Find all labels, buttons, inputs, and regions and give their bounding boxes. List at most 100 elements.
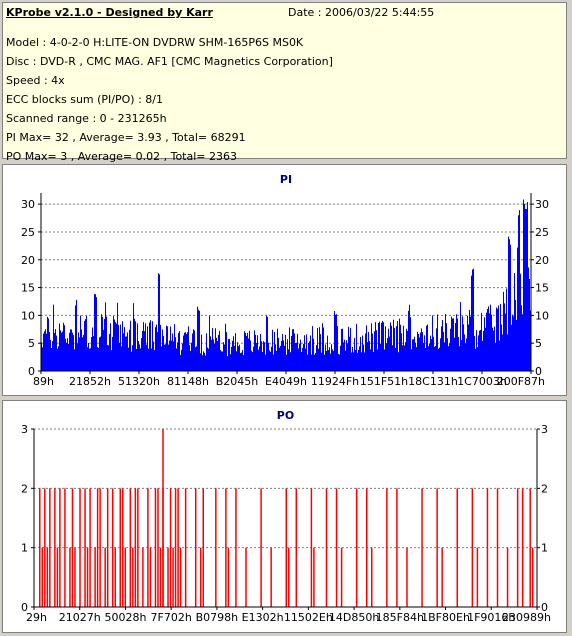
pi-bar — [189, 345, 190, 371]
x-tick-label: 21852h — [69, 375, 111, 388]
pi-bar — [241, 352, 242, 371]
pi-bar — [391, 325, 392, 371]
pi-bar — [233, 336, 234, 371]
po-bar — [177, 488, 179, 607]
y-tick-label-left: 25 — [21, 226, 35, 239]
pi-bar — [507, 334, 508, 371]
pi-bar — [510, 244, 511, 371]
pi-bar — [370, 349, 371, 371]
pi-bar — [414, 336, 415, 371]
pi-bar — [254, 330, 255, 371]
pi-bar — [258, 349, 259, 371]
pi-bar — [377, 349, 378, 371]
pi-bar — [374, 331, 375, 371]
pi-bar — [78, 332, 79, 371]
pi-bar — [175, 337, 176, 371]
pi-bar — [252, 352, 253, 371]
pi-bar — [204, 352, 205, 371]
pi-bar — [157, 331, 158, 371]
pi-bar — [385, 326, 386, 371]
pi-bar — [308, 342, 309, 371]
pi-bar — [411, 349, 412, 371]
pi-bar — [48, 318, 49, 371]
pi-bar — [508, 236, 509, 371]
pi-bar — [506, 288, 507, 371]
pi-bar — [477, 347, 478, 371]
pi-bar — [470, 316, 471, 371]
pi-bar — [355, 349, 356, 371]
pi-bar — [421, 328, 422, 371]
pi-bar — [259, 346, 260, 371]
pi-bar — [190, 350, 191, 371]
pi-bar — [181, 349, 182, 371]
pi-bar — [132, 345, 133, 371]
pi-bar — [142, 331, 143, 371]
pi-bar — [336, 314, 337, 371]
pi-bar — [317, 327, 318, 371]
pi-bar — [247, 332, 248, 371]
po-bar — [476, 547, 479, 607]
pi-bar — [243, 355, 244, 371]
pi-bar — [395, 347, 396, 371]
pi-bar — [163, 336, 164, 371]
pi-bar — [139, 344, 140, 371]
pi-bar — [429, 343, 430, 371]
pi-bar — [438, 348, 439, 371]
pi-bar — [347, 343, 348, 371]
pi-bar — [59, 323, 60, 371]
pi-bar — [394, 327, 395, 371]
po-bar — [74, 547, 76, 607]
po-bar — [245, 547, 247, 607]
pi-bar — [184, 332, 185, 371]
pi-bar — [344, 339, 345, 371]
info-speed: Speed : 4x — [6, 74, 65, 87]
pi-bar — [133, 303, 134, 371]
po-bar — [54, 488, 56, 607]
pi-bar — [432, 315, 433, 371]
pi-bar — [219, 330, 220, 371]
y-tick-label-right: 2 — [541, 482, 548, 495]
pi-bar — [452, 318, 453, 371]
pi-bar — [67, 338, 68, 371]
pi-bar — [488, 306, 489, 371]
pi-bar — [399, 318, 400, 371]
pi-bar — [270, 351, 271, 371]
po-bar — [199, 547, 202, 607]
y-tick-label-right: 15 — [535, 282, 549, 295]
pi-bar — [351, 352, 352, 371]
y-tick-label-right: 3 — [541, 423, 548, 436]
pi-bar — [410, 317, 411, 371]
po-bar — [396, 488, 398, 607]
pi-bar — [326, 351, 327, 371]
po-bar — [486, 488, 489, 607]
pi-bar — [250, 340, 251, 371]
x-tick-label: 21027h — [59, 611, 101, 624]
po-bar — [41, 547, 44, 607]
y-tick-label-right: 20 — [535, 254, 549, 267]
pi-bar — [387, 338, 388, 371]
pi-bar — [249, 331, 250, 371]
pi-bar — [440, 338, 441, 371]
pi-bar — [223, 342, 224, 371]
pi-bar — [475, 348, 476, 371]
pi-bar — [311, 354, 312, 371]
pi-bar — [246, 335, 247, 371]
pi-bar — [228, 339, 229, 371]
pi-bar — [221, 351, 222, 371]
pi-bar — [173, 341, 174, 371]
info-pi-stats: PI Max= 32 , Average= 3.93 , Total= 6829… — [6, 131, 246, 144]
pi-bar — [503, 291, 504, 371]
pi-bar — [335, 314, 336, 371]
pi-bar — [169, 340, 170, 371]
pi-bar — [527, 202, 528, 371]
y-tick-label-left: 20 — [21, 254, 35, 267]
pi-bar — [171, 340, 172, 371]
y-tick-label-right: 10 — [535, 309, 549, 322]
pi-bar — [172, 333, 173, 371]
pi-bar — [381, 322, 382, 371]
pi-bar — [83, 334, 84, 371]
pi-bar — [58, 346, 59, 371]
pi-bar — [92, 327, 93, 371]
pi-bar — [146, 344, 147, 371]
po-bar — [122, 488, 124, 607]
